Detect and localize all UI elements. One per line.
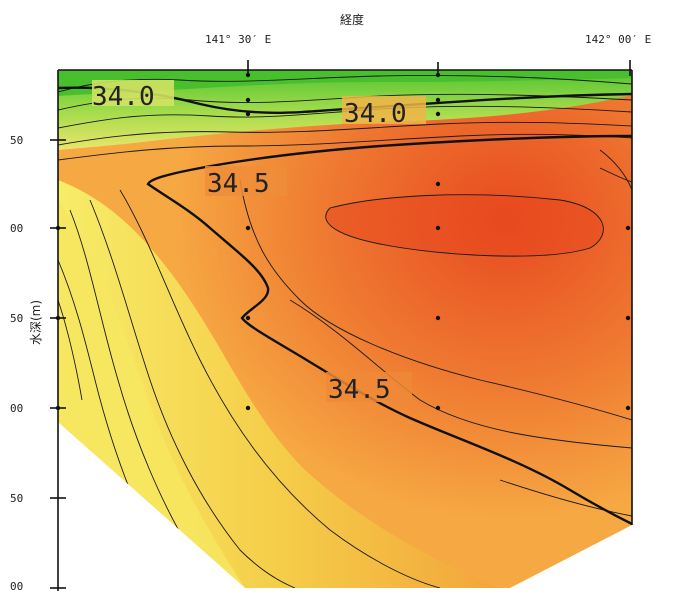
contour-label: 34.0 <box>92 82 155 112</box>
station-point <box>625 225 631 231</box>
contour-lines <box>58 75 632 588</box>
axis-ticks <box>50 60 631 589</box>
station-point <box>625 405 631 411</box>
no-data-region <box>58 422 245 588</box>
station-markers <box>55 72 631 411</box>
station-point <box>435 405 441 411</box>
y-axis-title: 水深(m) <box>29 300 43 345</box>
x-tick-label: 141° 30′ E <box>205 33 271 46</box>
station-point <box>245 111 251 117</box>
y-tick-label: 50 <box>10 312 23 325</box>
y-tick-label: 50 <box>10 492 23 505</box>
y-tick-label: 50 <box>10 134 23 147</box>
station-point <box>435 315 441 321</box>
station-point <box>435 225 441 231</box>
y-tick-label: 00 <box>10 580 23 591</box>
y-tick-label: 00 <box>10 222 23 235</box>
station-point <box>625 315 631 321</box>
station-point <box>245 315 251 321</box>
axes-frame <box>57 69 633 591</box>
station-point <box>435 181 441 187</box>
contour-label: 34.5 <box>328 375 391 405</box>
contour-label: 34.5 <box>207 169 270 199</box>
station-point <box>245 97 251 103</box>
station-point <box>435 97 441 103</box>
station-point <box>435 111 441 117</box>
contour-labels: 34.0 34.0 34.5 34.5 <box>92 80 426 405</box>
contour-label: 34.0 <box>344 99 407 129</box>
x-tick-label: 142° 00′ E <box>585 33 651 46</box>
station-point <box>245 225 251 231</box>
y-tick-label: 00 <box>10 402 23 415</box>
station-point <box>245 405 251 411</box>
x-axis-title: 経度 <box>340 12 364 27</box>
